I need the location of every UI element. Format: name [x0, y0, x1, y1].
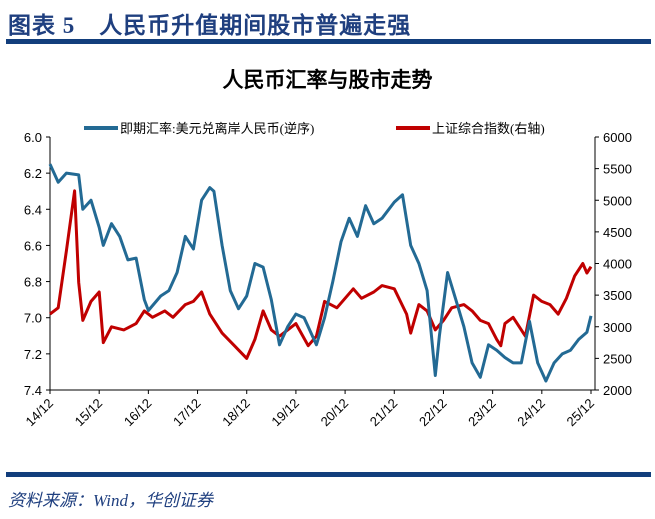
x-tick-label: 19/12 — [268, 396, 302, 430]
x-tick-label: 15/12 — [72, 396, 106, 430]
left-tick-label: 7.2 — [24, 347, 42, 362]
x-tick-label: 17/12 — [170, 396, 204, 430]
legend-label-cny: 即期汇率:美元兑离岸人民币(逆序) — [120, 121, 314, 136]
right-tick-label: 6000 — [603, 130, 632, 145]
left-tick-label: 6.0 — [24, 130, 42, 145]
left-tick-label: 6.8 — [24, 275, 42, 290]
chart-title: 人民币汇率与股市走势 — [222, 68, 433, 92]
right-tick-label: 5000 — [603, 193, 632, 208]
right-tick-label: 4500 — [603, 225, 632, 240]
left-tick-label: 6.2 — [24, 166, 42, 181]
x-tick-label: 24/12 — [514, 396, 548, 430]
footer-rule — [6, 472, 651, 477]
figure-header: 图表 5 人民币升值期间股市普遍走强 — [8, 13, 412, 38]
cny-series-line — [48, 163, 593, 383]
header-rule — [6, 39, 651, 44]
left-tick-label: 6.4 — [24, 202, 42, 217]
left-tick-label: 7.0 — [24, 311, 42, 326]
right-tick-label: 3500 — [603, 288, 632, 303]
right-tick-label: 2000 — [603, 383, 632, 398]
source-note: 资料来源：Wind，华创证券 — [8, 491, 213, 510]
left-tick-label: 6.6 — [24, 238, 42, 253]
left-tick-label: 7.4 — [24, 383, 42, 398]
x-tick-label: 20/12 — [318, 396, 352, 430]
x-tick-label: 18/12 — [219, 396, 253, 430]
x-tick-label: 23/12 — [465, 396, 499, 430]
right-tick-label: 3000 — [603, 320, 632, 335]
x-tick-label: 25/12 — [564, 396, 598, 430]
x-tick-label: 16/12 — [121, 396, 155, 430]
x-tick-label: 21/12 — [367, 396, 401, 430]
right-tick-label: 5500 — [603, 162, 632, 177]
right-tick-label: 4000 — [603, 257, 632, 272]
legend-label-shanghai: 上证综合指数(右轴) — [432, 121, 545, 136]
shanghai-series-line — [49, 189, 593, 360]
x-tick-label: 22/12 — [416, 396, 450, 430]
x-tick-label: 14/12 — [23, 396, 57, 430]
right-tick-label: 2500 — [603, 351, 632, 366]
